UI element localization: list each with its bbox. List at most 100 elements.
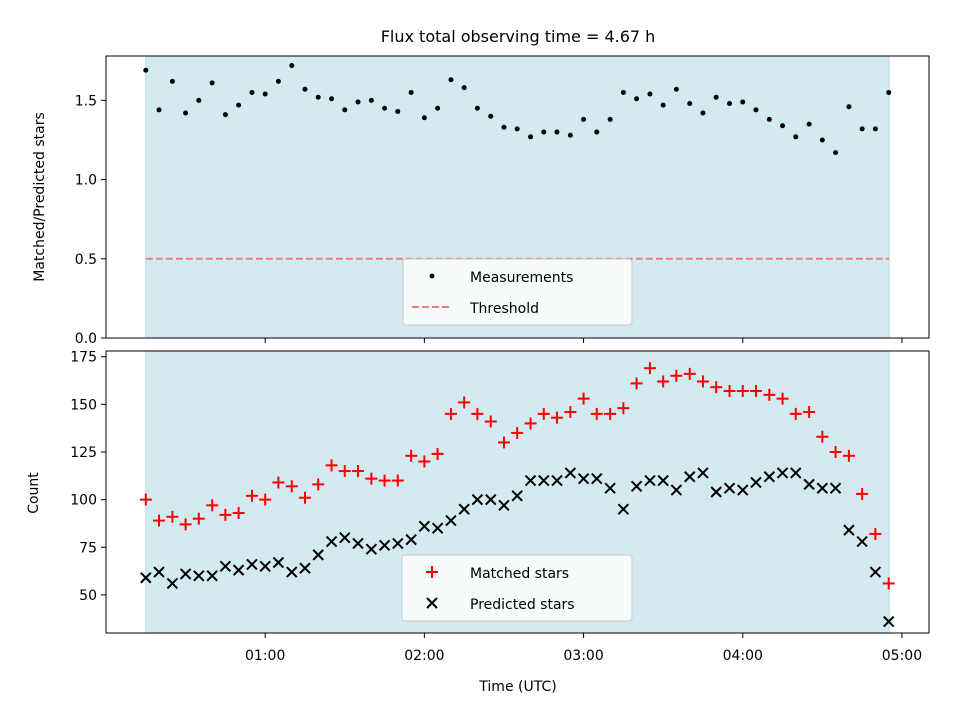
x-tick-label: 02:00 xyxy=(404,648,444,664)
measurement-point xyxy=(156,107,162,113)
matched-star-point xyxy=(139,493,152,506)
measurement-point xyxy=(872,126,878,132)
measurement-point xyxy=(169,78,175,84)
y-tick-label: 0.5 xyxy=(75,252,97,268)
matched-star-point xyxy=(736,385,749,398)
predicted-star-point xyxy=(750,476,762,489)
chart-title: Flux total observing time = 4.67 h xyxy=(381,27,656,46)
matched-star-point xyxy=(484,415,497,428)
matched-star-point xyxy=(816,430,829,443)
measurement-point xyxy=(448,77,454,83)
measurement-point xyxy=(819,137,825,143)
predicted-star-point xyxy=(140,572,152,584)
measurement-point xyxy=(514,126,520,132)
measurement-point xyxy=(660,102,666,108)
predicted-star-point xyxy=(498,499,510,512)
predicted-star-point xyxy=(723,482,736,494)
measurement-point xyxy=(886,89,892,95)
matched-star-point xyxy=(153,514,166,527)
predicted-star-point xyxy=(445,514,457,527)
measurements-points xyxy=(143,63,892,156)
measurement-point xyxy=(183,110,189,116)
measurement-point xyxy=(421,115,427,121)
measurement-point xyxy=(368,97,374,103)
y-tick-label: 125 xyxy=(70,445,97,461)
matched-star-point xyxy=(497,436,510,449)
count-legend: Matched stars Predicted stars xyxy=(401,554,633,622)
measurement-point xyxy=(673,86,679,92)
matched-star-point xyxy=(325,459,338,472)
matched-star-point xyxy=(842,449,855,462)
measurement-point xyxy=(461,85,467,91)
matched-star-point xyxy=(590,407,603,420)
predicted-star-point xyxy=(591,472,603,485)
matched-star-point xyxy=(882,577,895,590)
measurement-point xyxy=(620,89,626,95)
matched-star-point xyxy=(803,405,816,418)
matched-star-point xyxy=(763,388,776,401)
matched-star-point xyxy=(431,447,444,460)
y-tick-label: 175 xyxy=(70,350,97,366)
measurement-point xyxy=(740,99,746,105)
matched-star-point xyxy=(272,476,285,489)
predicted-star-point xyxy=(843,524,855,536)
predicted-star-point xyxy=(405,533,417,546)
predicted-star-point xyxy=(259,560,271,573)
predicted-star-point xyxy=(458,503,470,515)
matched-star-point xyxy=(683,367,696,380)
measurement-point xyxy=(474,105,480,111)
measurement-point xyxy=(395,108,401,114)
predicted-star-point xyxy=(710,486,722,498)
predicted-star-point xyxy=(153,566,165,578)
measurement-point xyxy=(382,105,388,111)
predicted-star-point xyxy=(670,484,683,496)
measurement-point xyxy=(236,102,242,108)
matched-star-point xyxy=(444,407,457,420)
matched-star-point xyxy=(776,392,789,405)
count-axes-frame xyxy=(105,350,930,634)
matched-star-point xyxy=(604,407,617,420)
legend-predicted-marker xyxy=(426,597,438,609)
matched-star-point xyxy=(869,527,882,540)
predicted-star-point xyxy=(604,482,616,494)
predicted-star-point xyxy=(286,566,298,578)
measurement-point xyxy=(753,107,759,113)
predicted-star-point xyxy=(763,471,776,483)
matched-star-point xyxy=(537,407,550,420)
measurement-point xyxy=(846,104,852,110)
matched-star-point xyxy=(696,375,709,388)
measurement-point xyxy=(488,113,494,119)
measurement-point xyxy=(143,67,149,73)
matched-star-point xyxy=(285,480,298,493)
matched-star-point xyxy=(365,472,378,485)
predicted-star-point xyxy=(617,503,630,515)
predicted-star-point xyxy=(299,562,311,574)
measurement-point xyxy=(302,86,308,92)
matched-star-point xyxy=(418,455,431,468)
count-panel: 50 75 100 125 150 175 01:00 02:00 03:00 04:00 05:… xyxy=(26,350,930,695)
matched-star-point xyxy=(617,402,630,415)
matched-star-point xyxy=(312,478,325,491)
predicted-star-point xyxy=(737,484,749,496)
ratio-axes-frame xyxy=(105,55,930,339)
predicted-star-point xyxy=(538,474,550,487)
matched-star-point xyxy=(577,392,590,405)
predicted-star-point xyxy=(551,474,563,487)
matched-star-point xyxy=(550,411,563,424)
measurement-point xyxy=(408,89,414,95)
matched-star-point xyxy=(179,518,192,531)
matched-star-point xyxy=(564,405,577,418)
ratio-legend: Measurements Threshold xyxy=(402,258,633,326)
measurement-point xyxy=(196,97,202,103)
matched-star-point xyxy=(219,508,232,521)
y-tick-label: 1.0 xyxy=(75,173,97,189)
matched-star-point xyxy=(856,487,869,500)
x-tick-label: 04:00 xyxy=(723,648,763,664)
measurement-point xyxy=(209,80,215,86)
measurement-point xyxy=(793,134,799,140)
measurement-point xyxy=(607,116,613,122)
predicted-star-point xyxy=(219,560,232,573)
count-x-ticks: 01:00 02:00 03:00 04:00 05:00 xyxy=(245,633,922,664)
matched-star-point xyxy=(192,512,205,525)
x-tick-label: 05:00 xyxy=(882,648,922,664)
